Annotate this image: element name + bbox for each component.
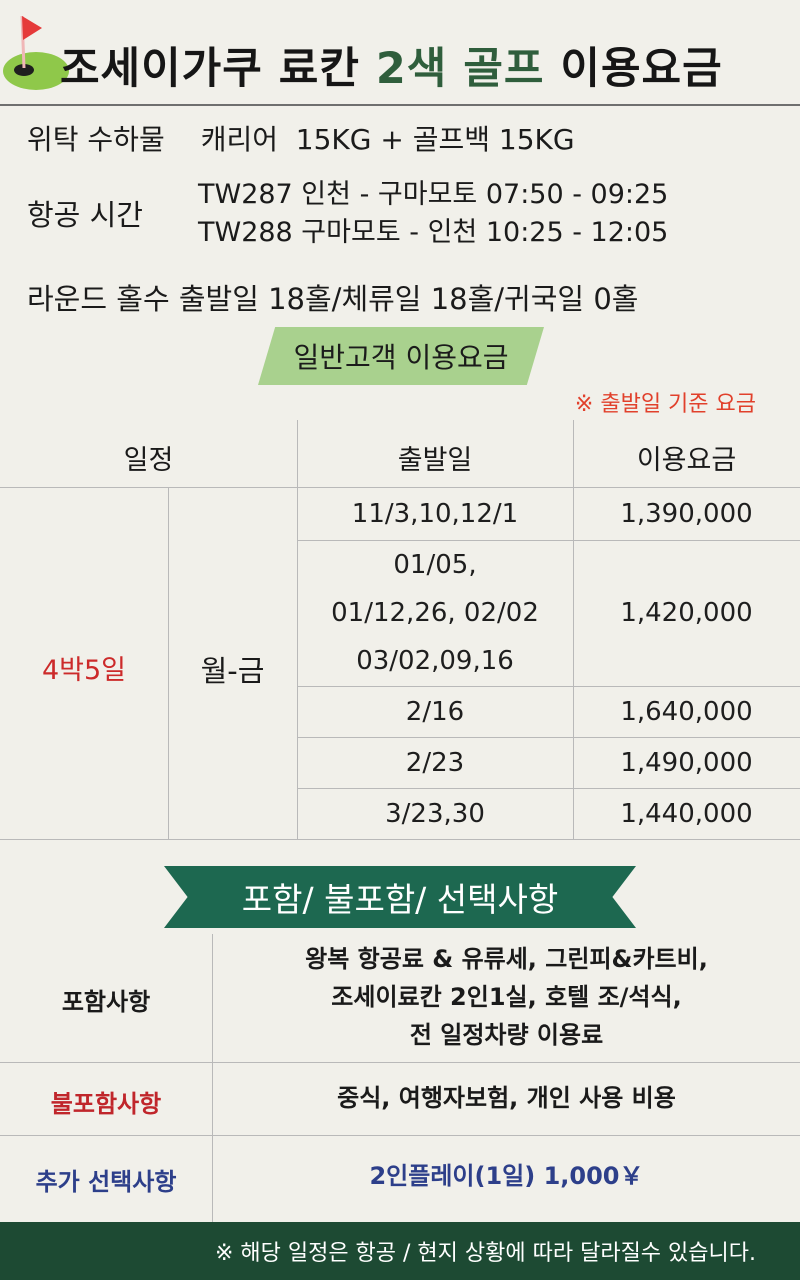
stay-days: 월-금 [200,654,265,688]
divider [168,488,169,839]
luggage-label: 위탁 수하물 [27,123,165,156]
optional-text: 2인플레이(1일) 1,000￥ [369,1162,644,1190]
pricing-section-title: 일반고객 이용요금 [293,341,509,374]
golf-flag-icon [3,15,69,90]
departure-date: 01/12,26, 02/02 [331,598,539,628]
divider [0,1062,800,1063]
departure-cell: 2/23 [297,737,573,788]
divider [297,737,800,738]
page-title: 조세이가쿠 료칸 2색 골프 이용요금 [60,34,723,96]
pricing-note: ※ 출발일 기준 요금 [574,392,756,417]
price-cell: 1,420,000 [620,598,753,628]
departure-date: 11/3,10,12/1 [351,499,519,529]
title-part-1: 조세이가쿠 료칸 [60,44,376,94]
optional-label: 추가 선택사항 [35,1168,177,1196]
divider [297,420,298,839]
divider [573,420,574,839]
departure-cell: 2/16 [297,686,573,737]
divider [297,540,800,541]
excluded-label: 불포함사항 [50,1090,162,1118]
header: 조세이가쿠 료칸 2색 골프 이용요금 [0,0,800,105]
price-cell: 1,490,000 [620,747,753,778]
pricing-section-ribbon: 일반고객 이용요금 [258,327,544,385]
excluded-text: 중식, 여행자보험, 개인 사용 비용 [337,1084,676,1112]
inclusions-section-title: 포함/ 불포함/ 선택사항 [241,880,559,919]
header-departure: 출발일 [397,445,473,476]
departure-date: 2/16 [405,696,465,727]
luggage-info: 위탁 수하물 캐리어 15KG + 골프백 15KG [27,118,575,158]
footer: ※ 해당 일정은 항공 / 현지 상황에 따라 달라질수 있습니다. [0,1222,800,1280]
departure-date: 3/23,30 [385,798,485,829]
departure-date: 03/02,09,16 [356,646,514,676]
included-line: 전 일정차량 이용료 [409,1021,604,1049]
inclusions-section-ribbon: 포함/ 불포함/ 선택사항 [164,866,636,928]
departure-date: 2/23 [405,747,465,778]
title-part-2: 이용요금 [544,44,723,94]
luggage-value: 캐리어 15KG + 골프백 15KG [200,123,575,156]
divider [0,839,800,840]
flight-outbound: TW287 인천 - 구마모토 07:50 - 09:25 [198,179,669,210]
header-divider [0,104,800,106]
departure-cell: 11/3,10,12/1 [297,488,573,540]
header-price: 이용요금 [636,445,737,476]
flight-return: TW288 구마모토 - 인천 10:25 - 12:05 [198,217,669,248]
stay-length: 4박5일 [41,655,127,686]
divider [297,686,800,687]
price-cell: 1,440,000 [620,798,753,829]
footer-note: ※ 해당 일정은 항공 / 현지 상황에 따라 달라질수 있습니다. [214,1241,756,1266]
included-text: 왕복 항공료 & 유류세, 그린피&카트비, 조세이료칸 2인1실, 호텔 조/… [213,940,800,1054]
header-schedule: 일정 [123,445,174,476]
departure-cell: 01/05, 01/12,26, 02/02 03/02,09,16 [297,540,573,686]
included-line: 조세이료칸 2인1실, 호텔 조/석식, [331,983,682,1011]
divider [0,1135,800,1136]
price-cell: 1,640,000 [620,696,753,727]
flight-label: 항공 시간 [27,198,143,232]
departure-date: 01/05, [393,550,477,580]
price-cell: 1,390,000 [620,499,753,529]
rounds-info: 라운드 홀수 출발일 18홀/체류일 18홀/귀국일 0홀 [27,282,639,316]
included-line: 왕복 항공료 & 유류세, 그린피&카트비, [305,945,708,973]
price-table-header: 일정 출발일 이용요금 [0,420,800,488]
divider [212,934,213,1222]
departure-cell: 3/23,30 [297,788,573,839]
included-label: 포함사항 [61,988,151,1016]
title-accent: 2색 골프 [375,44,545,94]
divider [297,788,800,789]
